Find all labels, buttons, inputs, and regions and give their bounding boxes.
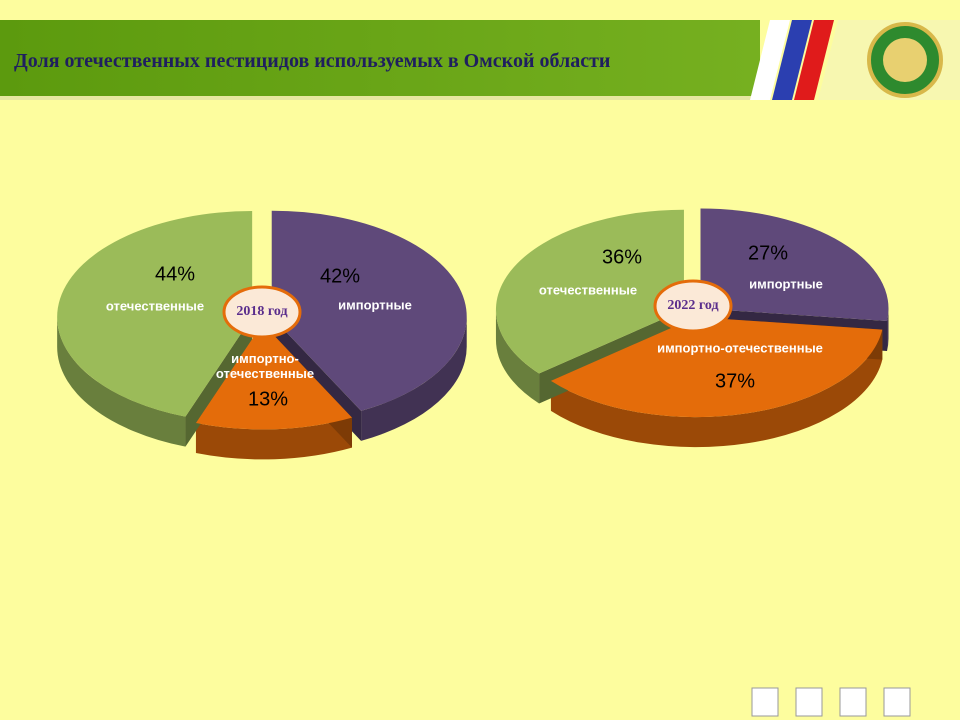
nav-icon [795, 687, 823, 717]
logo-inner [883, 38, 927, 82]
slice [700, 208, 889, 322]
slice-side [361, 316, 467, 441]
slice-name: импортные [749, 276, 823, 292]
nav-icon [751, 687, 779, 717]
value-label: 27% [747, 242, 789, 265]
header-bar [0, 20, 760, 100]
value-label: 13% [247, 388, 289, 411]
slice-side [57, 317, 186, 447]
slice-side [495, 309, 540, 404]
nav-icons [751, 687, 911, 717]
slice-name: отечественные [538, 282, 638, 298]
flag-white [750, 20, 790, 100]
slide-title: Доля отечественных пестицидов используем… [14, 50, 611, 72]
value-label: 42% [319, 265, 361, 288]
center-badge [653, 279, 733, 333]
slice [495, 209, 684, 374]
slice-name: импортно-отечественные [215, 351, 315, 381]
value-label: 36% [601, 246, 643, 269]
slice-side [195, 417, 352, 460]
slice-name: отечественные [105, 298, 205, 314]
center-label: 2022 год [667, 298, 719, 313]
slice-side [887, 308, 889, 352]
slice [195, 323, 352, 430]
slice-side [550, 329, 883, 448]
nav-icon [839, 687, 867, 717]
center-badge [222, 285, 302, 339]
slice [57, 211, 253, 417]
slice [550, 317, 883, 418]
flag-red [794, 20, 834, 100]
header-line [0, 96, 760, 100]
flag-blue [772, 20, 812, 100]
value-label: 44% [154, 263, 196, 286]
value-label: 37% [714, 370, 756, 393]
nav-icon [883, 687, 911, 717]
slice-name: импортные [338, 297, 412, 313]
slice-name: импортно-отечественные [657, 340, 823, 356]
center-label: 2018 год [236, 304, 288, 319]
slice [271, 210, 467, 411]
